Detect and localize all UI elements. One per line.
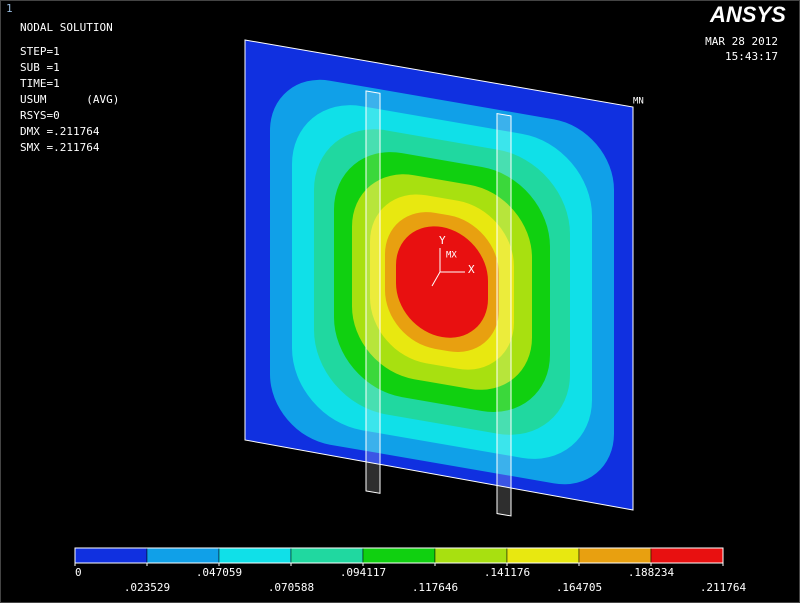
legend-swatch [506, 547, 580, 564]
logo: ANSYS [709, 2, 786, 27]
legend-label: .094117 [340, 566, 386, 579]
stiffeners [365, 90, 512, 517]
legend-label: .070588 [268, 581, 314, 594]
legend-label: .047059 [196, 566, 242, 579]
info-line: SMX =.211764 [20, 141, 100, 154]
info-line: SUB =1 [20, 61, 60, 74]
triad-axis [431, 271, 441, 287]
min-label: MN [633, 97, 644, 107]
legend-label: .117646 [412, 581, 458, 594]
info-line: STEP=1 [20, 45, 60, 58]
max-label: MX [446, 251, 457, 261]
info-line: RSYS=0 [20, 109, 60, 122]
plate-outline [244, 39, 634, 511]
legend-swatch [218, 547, 292, 564]
time: 15:43:17 [725, 50, 778, 63]
legend-label: .164705 [556, 581, 602, 594]
legend-swatch [362, 547, 436, 564]
legend-label: .023529 [124, 581, 170, 594]
legend-swatch [578, 547, 652, 564]
legend-swatch [74, 547, 148, 564]
legend-swatch [290, 547, 364, 564]
y-axis-label: Y [439, 234, 446, 247]
legend-label: 0 [75, 566, 82, 579]
legend-swatch [650, 547, 724, 564]
legend-label: .188234 [628, 566, 675, 579]
legend: 0 .023529 .047059 .070588 .094117 .117646 .141… [74, 547, 747, 594]
info-line: TIME=1 [20, 77, 60, 90]
stiffener [365, 90, 381, 494]
x-axis-label: X [468, 263, 475, 276]
contour-band [396, 226, 488, 338]
legend-swatch [434, 547, 508, 564]
legend-frame [74, 547, 724, 564]
legend-label: .211764 [700, 581, 747, 594]
info-line: DMX =.211764 [20, 125, 100, 138]
axis-triad [431, 248, 465, 287]
date: MAR 28 2012 [705, 35, 778, 48]
info-line: USUM (AVG) [20, 93, 119, 106]
legend-label: .141176 [484, 566, 530, 579]
contour-plot [245, 40, 633, 510]
window-number: 1 [6, 2, 13, 15]
contour-bands [245, 40, 633, 510]
legend-swatch [146, 547, 220, 564]
plot-title: NODAL SOLUTION [20, 21, 113, 34]
stiffener [496, 112, 512, 517]
